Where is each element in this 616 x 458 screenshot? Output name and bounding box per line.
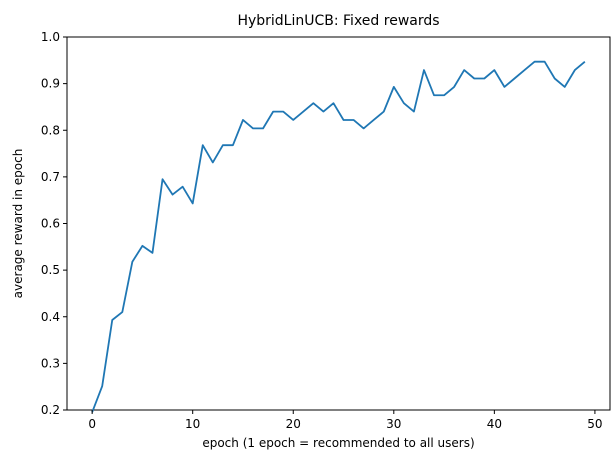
- y-tick-label: 0.4: [41, 310, 60, 324]
- y-axis-title: average reward in epoch: [11, 149, 25, 299]
- x-tick-label: 50: [587, 417, 602, 431]
- x-tick-label: 10: [185, 417, 200, 431]
- x-tick-label: 0: [88, 417, 96, 431]
- y-tick-label: 0.5: [41, 263, 60, 277]
- x-tick-label: 20: [286, 417, 301, 431]
- y-tick-label: 0.6: [41, 217, 60, 231]
- x-axis-title: epoch (1 epoch = recommended to all user…: [202, 436, 474, 450]
- x-tick-label: 40: [487, 417, 502, 431]
- x-tick-label: 30: [386, 417, 401, 431]
- y-tick-label: 0.3: [41, 356, 60, 370]
- y-tick-label: 0.7: [41, 170, 60, 184]
- y-axis-ticks: 0.2 0.3 0.4 0.5 0.6 0.7 0.8 0.9 1.0: [41, 30, 67, 417]
- y-tick-label: 0.8: [41, 123, 60, 137]
- y-tick-label: 1.0: [41, 30, 60, 44]
- series-line-0: [91, 60, 586, 413]
- y-tick-label: 0.9: [41, 77, 60, 91]
- y-tick-label: 0.2: [41, 403, 60, 417]
- plot-frame: [66, 36, 611, 411]
- plot-area: [66, 36, 611, 413]
- x-axis-ticks: 0 10 20 30 40 50: [88, 410, 603, 431]
- chart-title: HybridLinUCB: Fixed rewards: [237, 13, 439, 29]
